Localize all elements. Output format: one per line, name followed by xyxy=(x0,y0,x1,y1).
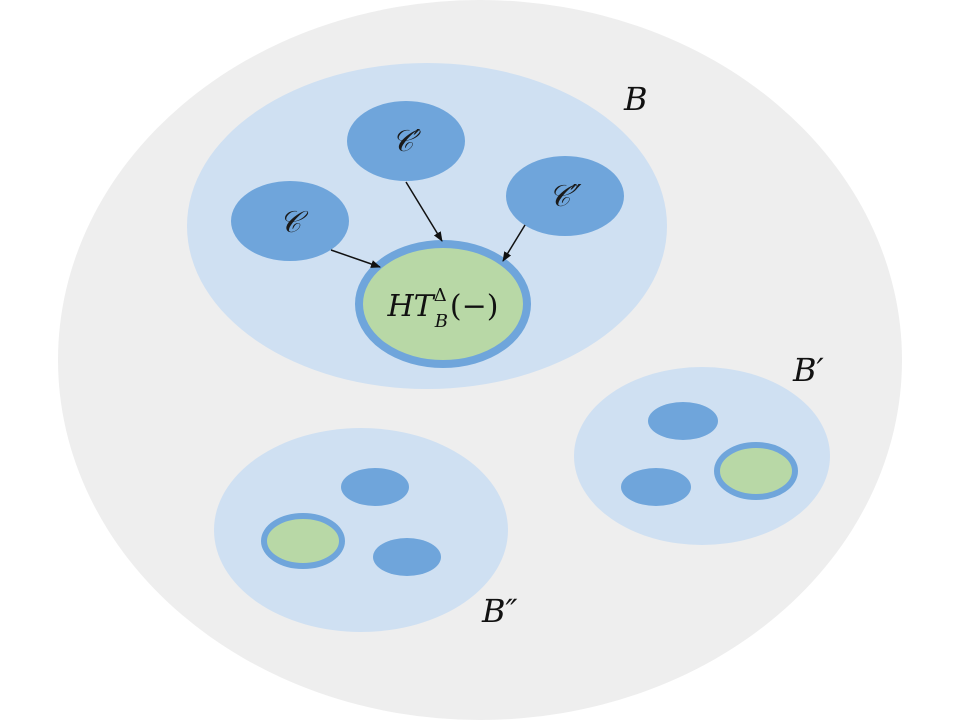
category-node xyxy=(373,538,441,576)
region-b-label: B xyxy=(623,80,648,118)
arrow-c-to-target xyxy=(330,249,381,268)
target-base: HT xyxy=(387,289,436,324)
target-subscript: B xyxy=(434,311,448,332)
target-ht-delta-b xyxy=(355,240,531,368)
region-b-prime-label: B′ xyxy=(792,351,825,389)
target-argument: (−) xyxy=(450,289,499,324)
target-node xyxy=(714,442,798,500)
category-node xyxy=(621,468,691,506)
target-label: HTΔ B(−) xyxy=(387,285,499,332)
category-c xyxy=(231,181,349,261)
category-node xyxy=(341,468,409,506)
category-c-prime xyxy=(347,101,465,181)
category-c-prime-label: 𝒞′ xyxy=(392,124,422,159)
target-superscript: Δ xyxy=(434,285,447,306)
arrow-c-double-prime-to-target xyxy=(502,224,526,262)
region-b-double-prime-label: B″ xyxy=(481,592,518,630)
target-node xyxy=(261,513,345,569)
arrow-c-prime-to-target xyxy=(405,181,443,242)
category-c-double-prime-label: 𝒞″ xyxy=(548,179,582,214)
region-b xyxy=(187,63,667,389)
region-b-double-prime xyxy=(214,428,508,632)
category-c-double-prime xyxy=(506,156,624,236)
category-node xyxy=(648,402,718,440)
